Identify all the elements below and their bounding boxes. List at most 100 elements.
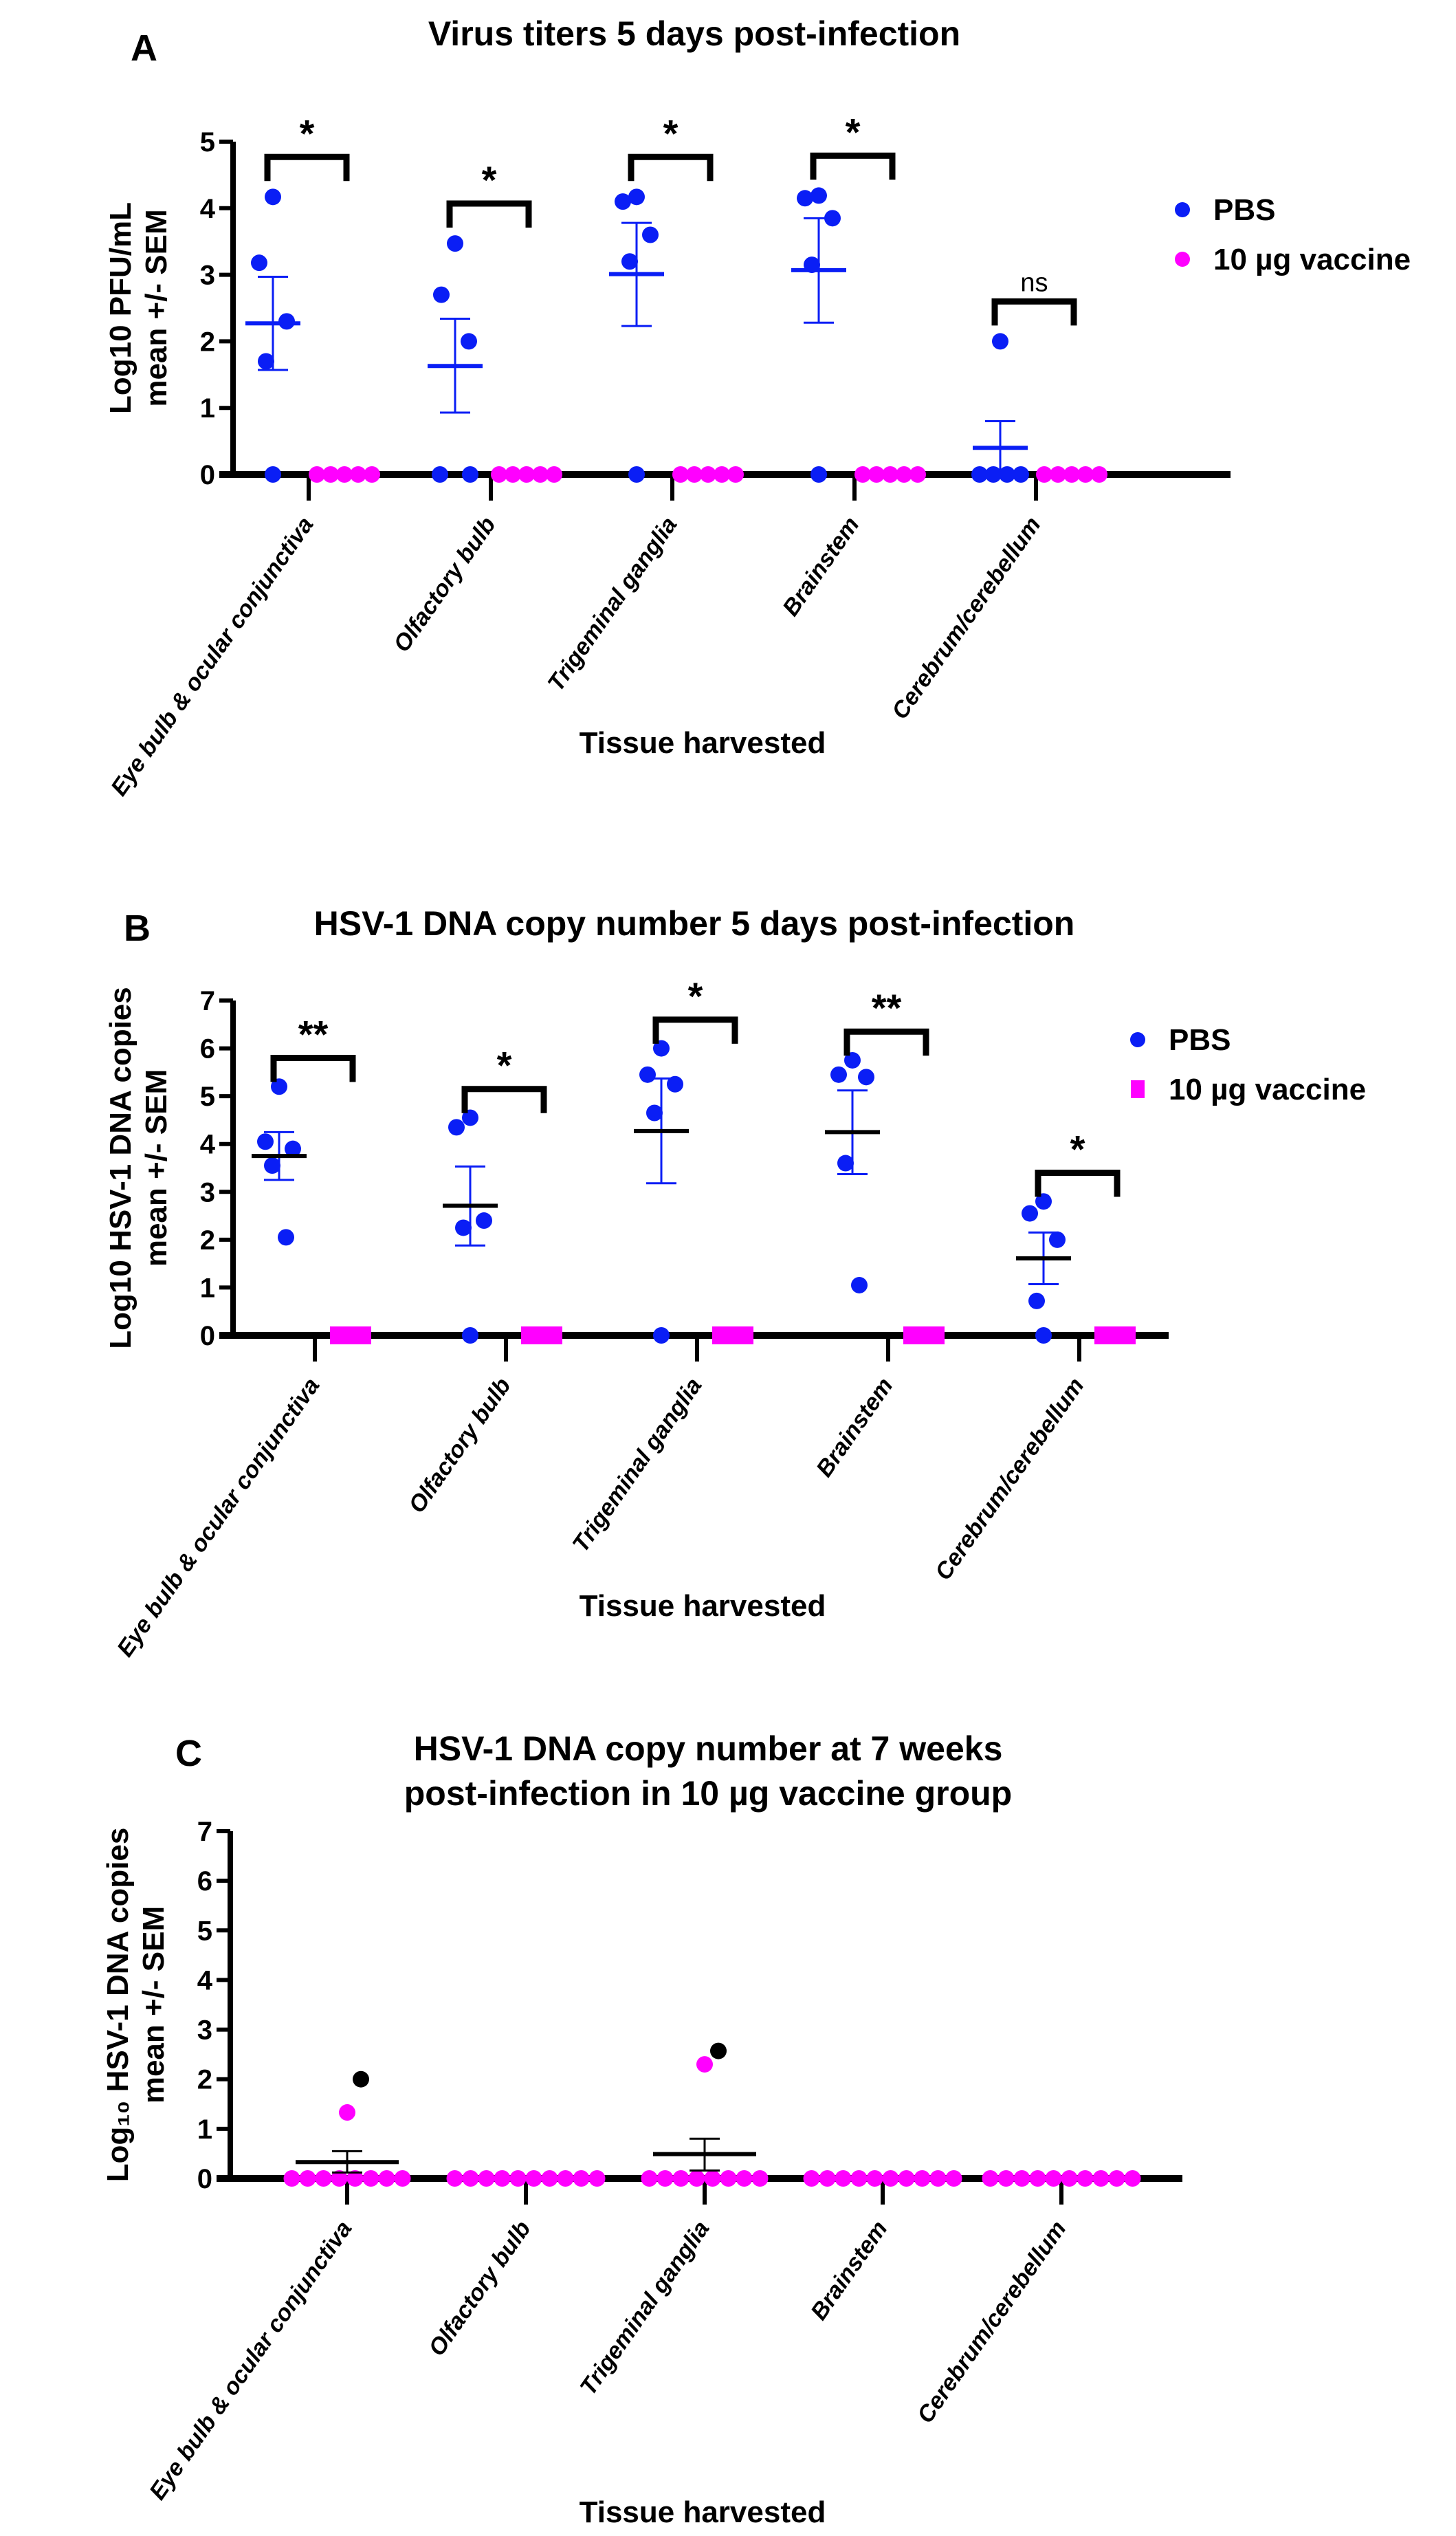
data-point-pbs — [251, 254, 267, 272]
x-tick-label: Cerebrum/cerebellum — [912, 2216, 1072, 2428]
data-point — [509, 2170, 527, 2187]
x-tick-label: Trigeminal ganglia — [567, 1373, 707, 1557]
data-point — [378, 2170, 395, 2187]
data-point — [346, 2170, 364, 2187]
significance-bracket — [446, 200, 532, 228]
data-point — [835, 2170, 852, 2187]
data-point — [1092, 2170, 1110, 2187]
data-point — [929, 2170, 947, 2187]
data-point-pbs — [258, 353, 274, 370]
significance-bracket — [461, 1086, 547, 1113]
data-point-pbs — [615, 193, 631, 210]
legend-marker-vaccine — [1175, 252, 1190, 267]
panel-letter: B — [124, 908, 151, 949]
data-point-pbs — [971, 466, 988, 483]
significance-label: ns — [1020, 268, 1048, 297]
significance-bracket — [264, 153, 350, 182]
data-point-pbs — [432, 466, 448, 483]
y-tick-label: 1 — [200, 1273, 215, 1303]
y-tick-label: 4 — [197, 1965, 213, 1996]
data-point — [339, 2104, 355, 2121]
data-point — [714, 466, 730, 483]
significance-label: * — [663, 111, 679, 155]
x-tick-label: Brainstem — [777, 512, 865, 621]
y-tick-label: 4 — [200, 194, 216, 224]
x-tick-label: Trigeminal ganglia — [575, 2216, 714, 2400]
x-tick-label: Cerebrum/cerebellum — [887, 512, 1046, 724]
y-tick-label: 3 — [200, 1177, 215, 1207]
data-point-pbs — [462, 466, 478, 483]
data-point — [1050, 466, 1066, 483]
chart-title: HSV-1 DNA copy number 5 days post-infect… — [314, 904, 1075, 943]
y-axis-label: mean +/- SEM — [140, 1069, 173, 1267]
x-tick-label: Cerebrum/cerebellum — [930, 1373, 1090, 1585]
significance-bracket — [652, 1016, 738, 1044]
data-point — [336, 466, 353, 483]
data-point-pbs — [1013, 466, 1029, 483]
data-point — [1108, 2170, 1125, 2187]
data-point-pbs — [462, 1327, 478, 1344]
data-point — [866, 2170, 883, 2187]
data-point — [720, 2170, 737, 2187]
data-point — [657, 2170, 674, 2187]
data-point-pbs — [837, 1155, 854, 1172]
data-point-pbs — [1049, 1231, 1066, 1248]
panel-b: B HSV-1 DNA copy number 5 days post-infec… — [104, 904, 1366, 1661]
data-point — [686, 466, 703, 483]
significance-bracket — [991, 298, 1077, 326]
data-point-vaccine — [712, 1326, 753, 1344]
data-point — [322, 466, 339, 483]
data-point — [751, 2170, 769, 2187]
data-point — [1045, 2170, 1062, 2187]
chart-title: post-infection in 10 µg vaccine group — [404, 1774, 1012, 1813]
data-point — [914, 2170, 931, 2187]
data-point-pbs — [278, 1229, 294, 1246]
data-point — [882, 466, 898, 483]
y-tick-label: 3 — [200, 261, 215, 291]
panel-letter: C — [175, 1733, 202, 1774]
data-point — [518, 466, 535, 483]
data-point-pbs — [639, 1066, 656, 1083]
y-axis-label: Log10 PFU/mL — [104, 202, 137, 414]
data-point-pbs — [858, 1069, 874, 1086]
y-tick-label: 7 — [200, 986, 215, 1016]
y-tick-label: 4 — [200, 1130, 216, 1160]
y-tick-label: 5 — [200, 1082, 215, 1112]
y-tick-label: 2 — [197, 2065, 212, 2095]
data-point-pbs — [271, 1078, 287, 1095]
data-point — [688, 2170, 705, 2187]
data-point — [1036, 466, 1052, 483]
x-tick-label: Brainstem — [806, 2216, 893, 2325]
legend-label: PBS — [1213, 193, 1275, 227]
legend-marker-vaccine — [1131, 1080, 1145, 1098]
significance-label: ** — [872, 986, 902, 1029]
y-tick-label: 2 — [200, 1225, 215, 1256]
data-point — [494, 2170, 511, 2187]
legend-marker-pbs — [1130, 1032, 1145, 1047]
data-point — [546, 466, 562, 483]
data-point — [803, 2170, 820, 2187]
y-axis-label: mean +/- SEM — [137, 1906, 170, 2103]
data-point — [672, 2170, 690, 2187]
data-point — [1077, 466, 1094, 483]
significance-bracket — [628, 153, 714, 182]
data-point-pbs — [667, 1075, 683, 1093]
data-point — [588, 2170, 606, 2187]
y-axis-label: Log10 HSV-1 DNA copies — [104, 987, 137, 1349]
data-point-vaccine — [330, 1326, 371, 1344]
data-point — [736, 2170, 753, 2187]
data-point — [982, 2170, 999, 2187]
data-point-pbs — [1022, 1205, 1038, 1222]
data-point-pbs — [1028, 1292, 1045, 1309]
data-point — [331, 2170, 348, 2187]
x-axis-label: Tissue harvested — [580, 1589, 826, 1623]
y-tick-label: 5 — [200, 127, 215, 157]
chart-title: Virus titers 5 days post-infection — [428, 14, 960, 53]
data-point — [362, 2170, 379, 2187]
significance-label: * — [688, 974, 703, 1018]
data-point — [394, 2170, 411, 2187]
data-point — [446, 2170, 463, 2187]
data-point — [700, 466, 716, 483]
data-point — [909, 466, 926, 483]
